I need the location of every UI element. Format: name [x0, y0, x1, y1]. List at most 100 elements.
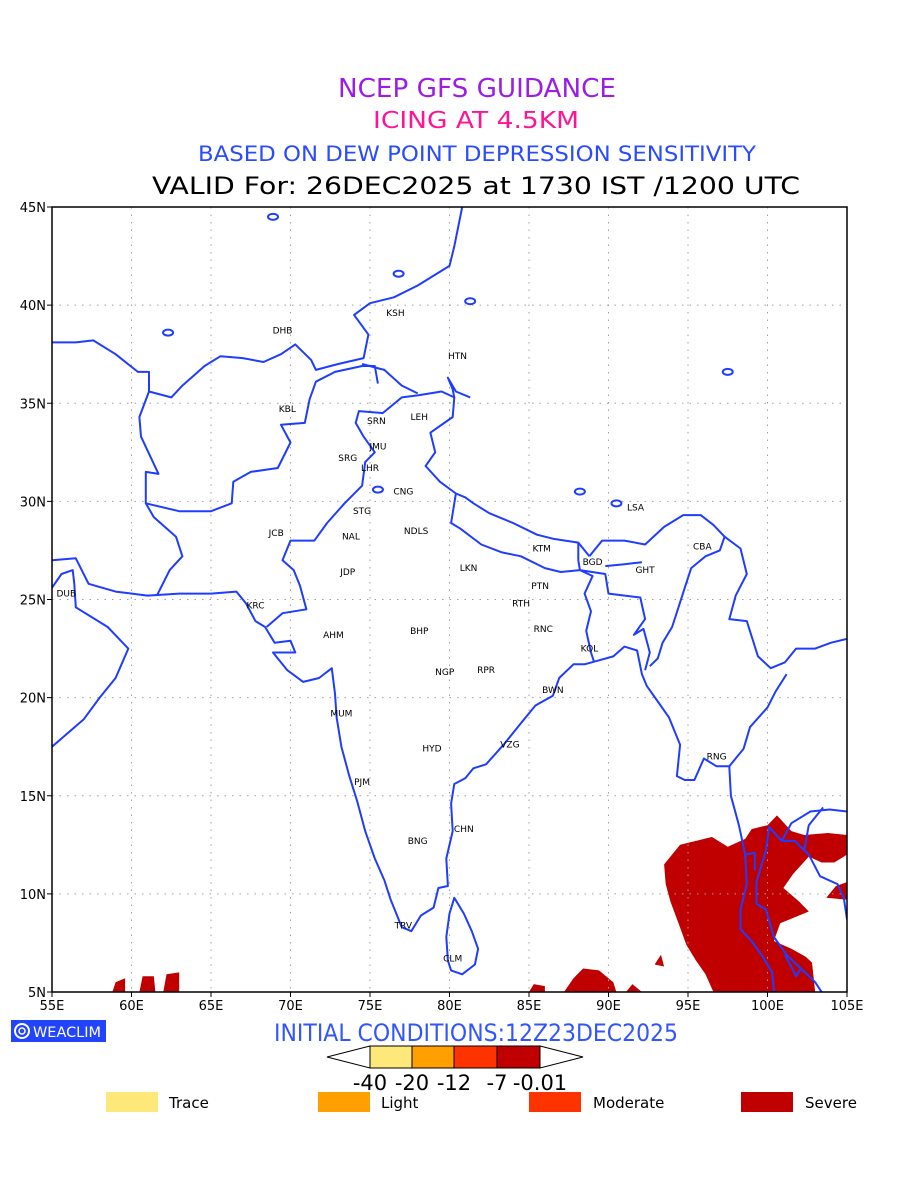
station-label: JCB [268, 529, 284, 539]
station-label: NDLS [404, 527, 429, 537]
colorbar-light [411, 1045, 455, 1069]
colorbar: -40 -20 -12 -7 -0.01 [326, 1045, 584, 1095]
legend-label-moderate: Moderate [593, 1094, 664, 1112]
colorbar-label: -40 [353, 1071, 387, 1095]
lake-outline [392, 269, 405, 278]
category-legend: Trace Light Moderate Severe [106, 1092, 857, 1112]
map-plot-area [52, 207, 847, 992]
title-line2: ICING AT 4.5KM [373, 108, 579, 134]
colorbar-severe [496, 1045, 541, 1069]
icing-severe-area [112, 978, 126, 992]
title-line3: BASED ON DEW POINT DEPRESSION SENSITIVIT… [198, 142, 756, 166]
colorbar-label: -20 [395, 1071, 429, 1095]
lon-tick-label: 85E [517, 999, 542, 1014]
station-label: STG [353, 507, 371, 517]
logo-circle-icon [14, 1023, 30, 1039]
lat-tick-label: 45N [20, 201, 46, 216]
coastline-border [138, 207, 464, 597]
lake-outline [464, 297, 477, 306]
legend-swatch-moderate [529, 1092, 581, 1112]
station-label: AHM [323, 631, 344, 641]
title-line1: NCEP GFS GUIDANCE [338, 74, 616, 104]
lat-tick-label: 40N [20, 299, 46, 314]
station-label: JDP [339, 568, 356, 578]
coastline-border [52, 569, 130, 748]
lon-tick-label: 100E [751, 999, 784, 1014]
lake-outline [610, 499, 623, 508]
lon-tick-label: 95E [676, 999, 701, 1014]
legend-swatch-light [318, 1092, 370, 1112]
station-label: HYD [422, 745, 441, 755]
station-label: NAL [342, 533, 360, 543]
coastline-border [784, 954, 802, 978]
coastline-border [755, 826, 847, 992]
station-label: PJM [354, 778, 370, 788]
station-label: BNG [408, 837, 428, 847]
station-label: HTN [448, 352, 467, 362]
legend-label-trace: Trace [168, 1094, 209, 1112]
coastline-border [579, 569, 651, 671]
station-label: SRN [367, 417, 386, 427]
station-label: CBA [693, 543, 712, 553]
coastline-border [265, 390, 581, 628]
logo-text: WEACLIM [33, 1025, 101, 1041]
station-label: LKN [460, 564, 478, 574]
station-label: KRC [247, 601, 265, 611]
coastline-border [361, 363, 419, 395]
colorbar-label: -12 [437, 1071, 471, 1095]
station-label: KOL [581, 645, 599, 655]
axis-ticks: 55E 60E 65E 70E 75E 80E 85E 90E 95E 100E 105E 45N 40… [20, 201, 864, 1014]
lat-tick-label: 15N [20, 790, 46, 805]
coastline-border [52, 557, 775, 992]
station-label: JMU [368, 442, 386, 452]
lon-tick-label: 55E [40, 999, 65, 1014]
legend-label-light: Light [381, 1094, 419, 1112]
coastline-border [780, 808, 847, 842]
coastline-border [145, 365, 379, 513]
station-label: LEH [411, 413, 428, 423]
lat-tick-label: 20N [20, 692, 46, 707]
coastline-border [445, 896, 480, 976]
station-label: VZG [500, 741, 519, 751]
lat-tick-label: 35N [20, 397, 46, 412]
lon-tick-label: 70E [278, 999, 303, 1014]
lat-tick-label: 30N [20, 495, 46, 510]
station-label: RTH [512, 599, 530, 609]
coastline-border [724, 535, 847, 670]
coastline-border [446, 376, 471, 399]
coastline-border [52, 339, 150, 392]
station-label: RPR [477, 666, 495, 676]
lake-outline [721, 367, 734, 376]
icing-severe-area [139, 976, 156, 992]
coastline-border [803, 806, 824, 851]
coastline-border [577, 541, 591, 557]
icing-severe-area [529, 984, 545, 992]
station-label: NGP [435, 668, 455, 678]
initial-conditions: INITIAL CONDITIONS:12Z23DEC2025 [274, 1019, 678, 1047]
station-label: LSA [627, 503, 645, 513]
icing-areas [112, 815, 847, 992]
coastline-border [588, 514, 726, 667]
station-label: MUM [330, 709, 352, 719]
lake-outline [162, 328, 175, 337]
icing-severe-area [564, 968, 617, 992]
lon-tick-label: 90E [596, 999, 621, 1014]
station-label: BHP [410, 627, 429, 637]
station-label: DHB [273, 327, 293, 337]
coastlines-borders [52, 207, 847, 992]
station-label: RNC [534, 625, 553, 635]
station-labels: KSH DHB HTN KBL SRN LEH JMU SRG LHR CNG STG JCB NAL N… [56, 309, 726, 965]
station-label: KSH [386, 309, 404, 319]
coastline-border [745, 851, 756, 871]
station-label: PTN [531, 582, 549, 592]
title-valid-time: VALID For: 26DEC2025 at 1730 IST /1200 U… [152, 172, 800, 200]
lake-outline [267, 212, 280, 221]
lat-tick-label: 25N [20, 594, 46, 609]
colorbar-label: -0.01 [513, 1071, 567, 1095]
station-label: BWN [542, 686, 564, 696]
lake-outline [371, 485, 384, 494]
lat-tick-label: 10N [20, 888, 46, 903]
colorbar-trace [369, 1045, 413, 1069]
station-label: SRG [338, 454, 357, 464]
